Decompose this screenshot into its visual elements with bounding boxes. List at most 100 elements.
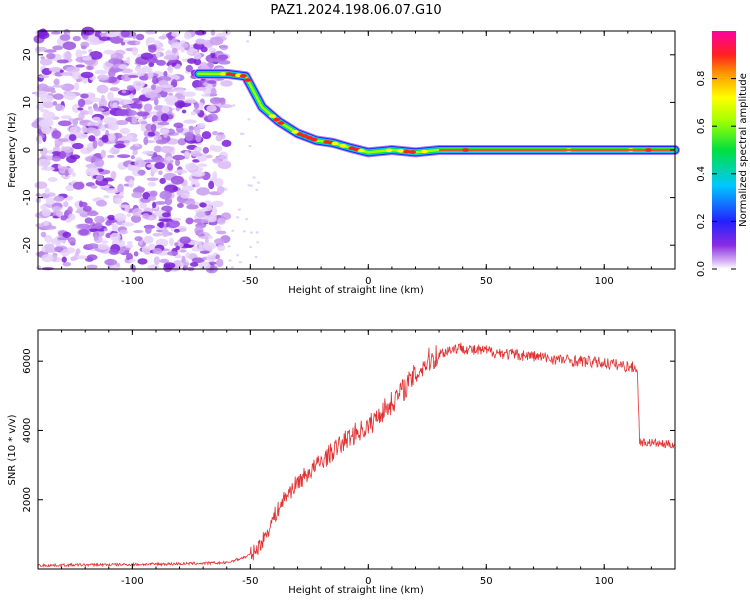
noise-blob — [89, 51, 103, 60]
noise-blob — [150, 166, 159, 173]
noise-blob — [90, 156, 96, 162]
noise-blob — [126, 56, 131, 64]
noise-blob — [171, 217, 182, 221]
noise-blob — [72, 118, 79, 126]
noise-blob — [179, 249, 187, 253]
noise-blob — [76, 133, 89, 139]
snr-y-tick-label: 6000 — [22, 348, 33, 373]
noise-blob — [144, 91, 158, 99]
noise-blob — [72, 181, 85, 190]
noise-blob — [109, 232, 121, 242]
noise-blob — [86, 264, 98, 270]
noise-blob — [95, 174, 104, 182]
noise-blob — [68, 213, 76, 221]
noise-blob — [128, 74, 139, 78]
noise-dot — [250, 231, 254, 234]
ridge-hotspot — [339, 144, 347, 148]
noise-blob — [195, 211, 206, 218]
noise-blob — [144, 248, 152, 255]
noise-blob — [221, 139, 232, 147]
noise-blob — [164, 95, 179, 104]
noise-blob — [77, 107, 84, 111]
noise-blob — [70, 256, 77, 262]
noise-dot — [248, 144, 252, 148]
noise-blob — [96, 84, 109, 94]
noise-blob — [52, 84, 66, 88]
noise-blob — [163, 70, 168, 77]
noise-blob — [194, 126, 201, 136]
noise-blob — [75, 64, 85, 68]
ridge-hotspot — [385, 148, 393, 153]
noise-blob — [94, 158, 105, 167]
noise-blob — [120, 41, 126, 46]
ridge-hotspot — [244, 78, 252, 82]
ridge-hotspot — [357, 148, 365, 153]
snr-panel: -100 -50 0 50 100 2000 4000 6000 Height of stra… — [7, 329, 676, 596]
noise-blob — [36, 103, 45, 111]
spectrogram-x-label: Height of straight line (km) — [288, 285, 424, 296]
noise-blob — [161, 205, 173, 212]
figure-title: PAZ1.2024.198.06.07.G10 — [270, 3, 441, 18]
noise-blob — [124, 244, 134, 248]
colorbar-tick-label: 0.2 — [696, 213, 707, 229]
noise-dot — [249, 184, 253, 187]
noise-blob — [187, 51, 194, 55]
noise-blob — [57, 120, 72, 127]
noise-blob — [168, 92, 174, 97]
noise-blob — [106, 190, 119, 194]
noise-blob — [107, 91, 114, 101]
noise-dot — [254, 255, 258, 259]
noise-blob — [190, 150, 201, 157]
noise-blob — [189, 261, 199, 267]
noise-blob — [153, 145, 163, 153]
noise-blob — [75, 78, 81, 83]
noise-blob — [76, 223, 91, 229]
noise-blob — [65, 66, 80, 73]
noise-blob — [119, 109, 130, 116]
noise-blob — [39, 95, 54, 103]
noise-blob — [40, 231, 47, 238]
noise-blob — [59, 69, 64, 73]
noise-blob — [200, 218, 209, 224]
noise-blob — [110, 68, 123, 73]
noise-blob — [82, 205, 92, 212]
noise-blob — [85, 163, 99, 169]
noise-blob — [44, 187, 50, 195]
noise-blob — [35, 46, 47, 52]
noise-blob — [154, 162, 165, 170]
snr-x-label: Height of straight line (km) — [288, 585, 424, 596]
noise-blob — [118, 64, 128, 70]
noise-blob — [137, 169, 146, 176]
colorbar-tick-label: 0.4 — [696, 166, 707, 182]
colorbar-axes: 0.0 0.2 0.4 0.6 0.8 — [696, 71, 736, 277]
noise-blob — [145, 225, 152, 234]
noise-blob — [181, 185, 195, 192]
noise-blob — [94, 222, 103, 230]
noise-blob — [152, 232, 163, 237]
noise-blob — [177, 138, 187, 146]
noise-dot — [228, 259, 232, 262]
noise-blob — [96, 74, 110, 81]
noise-blob — [56, 59, 69, 64]
noise-blob — [71, 172, 76, 177]
noise-blob — [50, 31, 61, 35]
noise-blob — [220, 80, 233, 87]
noise-blob — [119, 127, 131, 135]
noise-blob — [88, 108, 94, 115]
noise-blob — [71, 103, 81, 113]
noise-blob — [190, 111, 197, 116]
noise-blob — [43, 220, 50, 226]
spectrogram-x-tick-label: 100 — [595, 276, 614, 287]
noise-blob — [84, 127, 98, 134]
noise-blob — [43, 49, 57, 53]
noise-blob — [69, 126, 78, 133]
noise-blob — [185, 64, 193, 73]
noise-blob — [142, 213, 150, 219]
spectrogram-ridge — [193, 68, 680, 158]
noise-blob — [67, 167, 74, 175]
noise-blob — [41, 253, 54, 263]
noise-dot — [242, 230, 246, 233]
noise-blob — [97, 243, 109, 250]
noise-blob — [37, 31, 50, 40]
noise-blob — [181, 255, 186, 264]
